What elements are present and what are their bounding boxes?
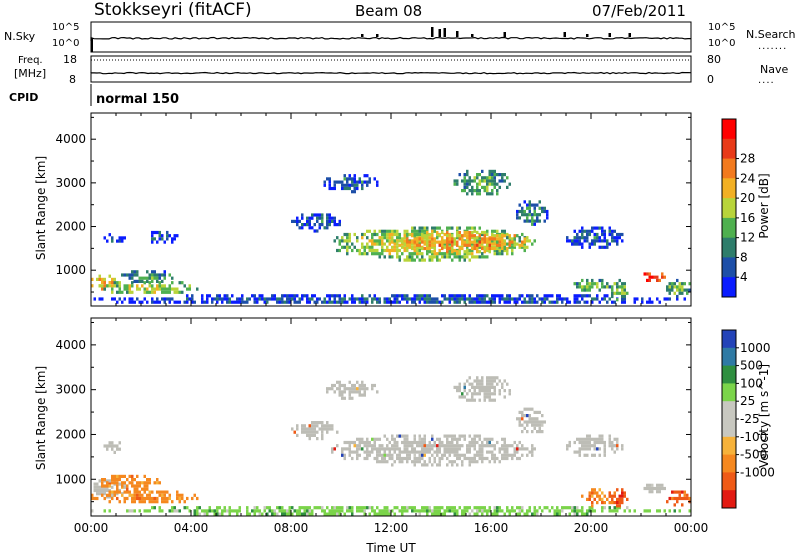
- colorbar-segment: [722, 365, 736, 384]
- nsky-spike: [628, 33, 631, 37]
- nsky-spike: [438, 29, 441, 37]
- nsky-trace: [90, 36, 691, 41]
- nsky-spike: [443, 28, 446, 37]
- cpid-value: normal 150: [96, 92, 180, 107]
- colorbar-segment: [722, 401, 736, 420]
- y-tick-label: 1000: [55, 263, 86, 277]
- colorbar-tick-label: 8: [740, 250, 748, 264]
- colorbar-segment: [722, 257, 736, 278]
- time-xlabel: Time UT: [366, 541, 416, 555]
- nave-legend: ....: [758, 75, 775, 86]
- colorbar-segment: [722, 277, 736, 298]
- colorbar-segment: [722, 198, 736, 219]
- colorbar-segment: [722, 217, 736, 239]
- nsky-tick-bottom: 10^0: [52, 38, 80, 49]
- y-tick-label: 2000: [55, 220, 86, 234]
- x-tick-label: 00:00: [674, 521, 709, 535]
- colorbar-tick-label: -25: [740, 412, 760, 426]
- x-tick-label: 16:00: [474, 521, 509, 535]
- colorbar-segment: [722, 158, 736, 179]
- colorbar-segment: [722, 237, 736, 258]
- velocity-plot-frame: [90, 317, 692, 517]
- colorbar-tick-label: 24: [740, 171, 755, 185]
- colorbar-tick-label: -100: [740, 430, 767, 444]
- beam-label: Beam 08: [355, 2, 423, 20]
- nsky-spike: [586, 34, 589, 37]
- colorbar-tick-label: 1000: [740, 341, 771, 355]
- colorbar-segment: [722, 119, 736, 140]
- colorbar-tick-label: 16: [740, 211, 755, 225]
- y-tick-label: 1000: [55, 472, 86, 486]
- nave-tick-top: 80: [707, 53, 721, 66]
- nsky-spike: [608, 33, 611, 37]
- velocity-data: [91, 376, 691, 516]
- nsky-spike: [471, 34, 474, 37]
- colorbar-segment: [722, 436, 736, 456]
- freq-label-line2: [MHz]: [14, 67, 47, 80]
- freq-tick-bottom: 8: [69, 73, 76, 86]
- y-tick-label: 2000: [55, 427, 86, 441]
- y-tick-label: 4000: [55, 132, 86, 146]
- power-data: [91, 169, 691, 304]
- nave-tick-bottom: 0: [707, 73, 714, 86]
- x-tick-label: 04:00: [174, 521, 209, 535]
- x-tick-label: 12:00: [374, 521, 409, 535]
- colorbar-segment: [722, 490, 736, 509]
- colorbar-segment: [722, 383, 736, 402]
- colorbar-tick-label: 4: [740, 270, 748, 284]
- colorbar-tick-label: 20: [740, 191, 755, 205]
- station-title: Stokkseyri (fitACF): [94, 0, 252, 20]
- colorbar-tick-label: 28: [740, 152, 755, 166]
- nave-trace: [90, 71, 692, 75]
- nsearch-label: N.Search: [746, 28, 796, 41]
- cpid-label: CPID: [9, 91, 39, 104]
- freq-label-line1: Freq.: [18, 55, 43, 66]
- power-colorbar: [721, 118, 737, 298]
- colorbar-tick-label: -1000: [740, 465, 775, 479]
- colorbar-tick-label: 12: [740, 231, 755, 245]
- colorbar-segment: [722, 454, 736, 473]
- nsky-spike: [456, 31, 459, 37]
- y-tick-label: 4000: [55, 338, 86, 352]
- power-plot-frame: [90, 112, 692, 307]
- nsearch-tick-top: 10^5: [708, 22, 736, 33]
- colorbar-segment: [722, 138, 736, 160]
- colorbar-segment: [722, 178, 736, 199]
- colorbar-segment: [722, 330, 736, 349]
- colorbar-segment: [722, 472, 736, 491]
- nsky-tick-top: 10^5: [52, 22, 80, 33]
- y-tick-label: 3000: [55, 176, 86, 190]
- y-tick-label: 3000: [55, 383, 86, 397]
- freq-panel: [90, 55, 692, 83]
- nsearch-legend: .......: [758, 41, 788, 52]
- nsky-panel: [90, 21, 692, 53]
- nsky-label: N.Sky: [4, 30, 36, 43]
- colorbar-tick-label: 100: [740, 376, 763, 390]
- colorbar-tick-label: -500: [740, 448, 767, 462]
- nsky-spike: [431, 27, 434, 37]
- colorbar-tick-label: 25: [740, 394, 755, 408]
- date-label: 07/Feb/2011: [592, 2, 686, 20]
- nsky-spike: [376, 34, 379, 37]
- nsky-spike: [361, 34, 364, 37]
- nsky-spike: [503, 32, 506, 37]
- colorbar-segment: [722, 419, 736, 438]
- colorbar-segment: [722, 347, 736, 367]
- freq-tick-top: 18: [63, 53, 77, 66]
- x-tick-label: 20:00: [574, 521, 609, 535]
- nave-label: Nave: [760, 63, 789, 76]
- nsky-spike: [563, 32, 566, 37]
- colorbar-tick-label: 500: [740, 359, 763, 373]
- nsearch-tick-bottom: 10^0: [708, 38, 736, 49]
- x-tick-label: 08:00: [274, 521, 309, 535]
- x-tick-label: 00:00: [74, 521, 109, 535]
